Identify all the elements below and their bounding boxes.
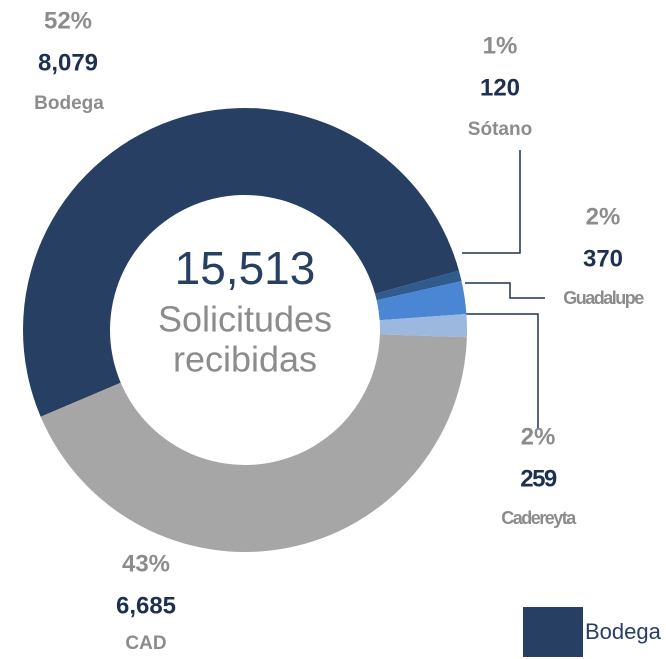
donut-slice xyxy=(379,313,467,338)
percent-label: 2% xyxy=(586,203,621,230)
center-text: recibidas xyxy=(173,339,317,380)
percent-label: 2% xyxy=(521,423,556,450)
donut-slice xyxy=(376,281,467,321)
center-text: Solicitudes xyxy=(158,299,332,340)
category-label: Sótano xyxy=(468,119,532,140)
value-label: 120 xyxy=(480,74,520,101)
donut-slice xyxy=(40,334,467,552)
value-label: 8,079 xyxy=(38,49,98,76)
category-label: CAD xyxy=(125,633,166,654)
percent-label: 52% xyxy=(44,7,92,34)
donut-slice xyxy=(375,270,462,301)
value-label: 370 xyxy=(583,245,623,272)
percent-label: 43% xyxy=(122,550,170,577)
category-label: Guadalupe xyxy=(563,288,644,308)
legend-label: Bodega xyxy=(585,619,662,644)
value-label: 6,685 xyxy=(116,592,176,619)
leader-line xyxy=(462,150,521,254)
center-total: 15,513 xyxy=(175,242,316,294)
category-label: Bodega xyxy=(34,93,104,114)
value-label: 259 xyxy=(520,465,557,492)
legend-swatch xyxy=(523,607,583,657)
donut-slice xyxy=(22,107,459,417)
percent-label: 1% xyxy=(483,32,518,59)
leader-line xyxy=(465,282,545,299)
category-label: Cadereyta xyxy=(501,508,577,528)
leader-lines xyxy=(462,150,545,430)
leader-line xyxy=(465,313,539,430)
